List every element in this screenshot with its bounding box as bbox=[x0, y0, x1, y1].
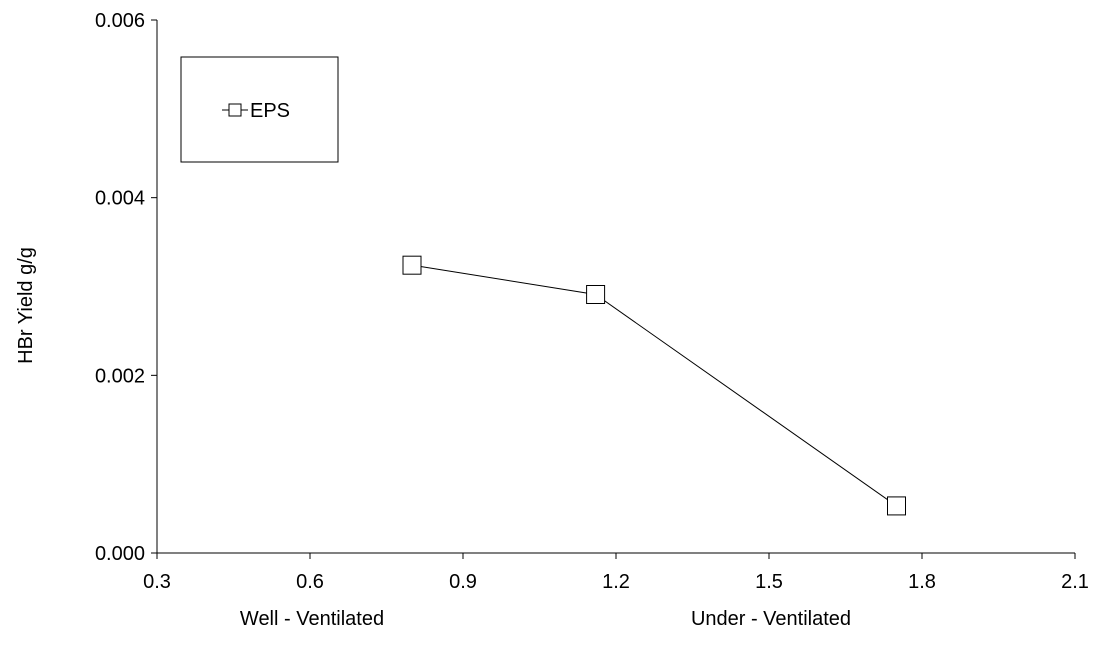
y-tick-label: 0.004 bbox=[95, 188, 145, 210]
x-annotations: Well - Ventilated Under - Ventilated bbox=[240, 608, 851, 630]
data-point-marker bbox=[887, 496, 906, 516]
y-tick-label: 0.000 bbox=[95, 543, 145, 565]
x-tick-label: 0.3 bbox=[143, 571, 171, 593]
y-tick-label: 0.006 bbox=[95, 10, 145, 32]
legend-label-eps: EPS bbox=[250, 100, 290, 122]
legend: EPS bbox=[180, 56, 339, 163]
y-axis-label: HBr Yield g/g bbox=[15, 247, 37, 364]
y-tick-label: 0.002 bbox=[95, 365, 145, 387]
x-tick-label: 0.6 bbox=[296, 571, 324, 593]
series-layer bbox=[402, 255, 906, 516]
data-point-marker bbox=[586, 284, 606, 304]
x-tick-label: 1.5 bbox=[755, 571, 783, 593]
data-point-marker bbox=[402, 255, 422, 275]
x-tick-label: 2.1 bbox=[1061, 571, 1089, 593]
x-tick-label: 1.2 bbox=[602, 571, 630, 593]
x-annotation-label: Under - Ventilated bbox=[691, 608, 851, 630]
legend-box bbox=[180, 56, 339, 163]
x-tick-label: 1.8 bbox=[908, 571, 936, 593]
x-annotation-label: Well - Ventilated bbox=[240, 608, 384, 630]
y-axis-ticks: 0.000 0.002 0.004 0.006 bbox=[95, 10, 157, 565]
x-axis-ticks: 0.3 0.6 0.9 1.2 1.5 1.8 2.1 bbox=[143, 553, 1089, 593]
series-line bbox=[411, 264, 897, 507]
x-tick-label: 0.9 bbox=[449, 571, 477, 593]
legend-marker-square-icon bbox=[228, 103, 242, 117]
